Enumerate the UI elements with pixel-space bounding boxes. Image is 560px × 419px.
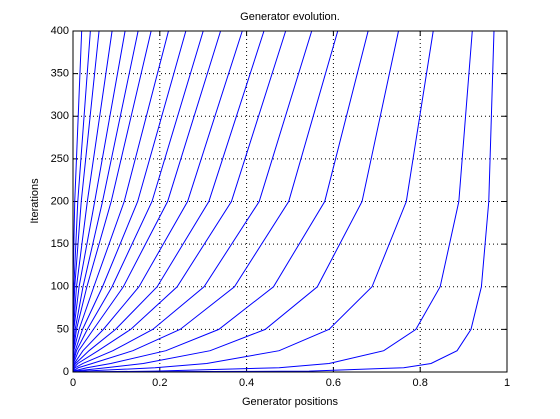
y-tick-label: 300 — [51, 110, 69, 122]
trajectory-line — [72, 30, 495, 373]
y-tick-label: 150 — [51, 238, 69, 250]
x-axis-label: Generator positions — [242, 396, 338, 408]
x-tick-label: 0.4 — [239, 377, 254, 389]
trajectory-line — [72, 30, 369, 372]
y-tick-label: 50 — [57, 323, 69, 335]
x-tick-label: 0.8 — [413, 377, 428, 389]
x-tick-label: 0 — [70, 377, 76, 389]
x-tick-label: 0.6 — [326, 377, 341, 389]
y-tick-label: 350 — [51, 68, 69, 80]
y-tick-label: 200 — [51, 195, 69, 207]
y-tick-label: 0 — [63, 366, 69, 378]
trajectory-line — [72, 30, 434, 373]
trajectory-line — [72, 30, 399, 373]
x-tick-label: 1 — [504, 377, 510, 389]
x-tick-label: 0.2 — [152, 377, 167, 389]
trajectory-line — [72, 30, 473, 373]
y-tick-label: 400 — [51, 25, 69, 37]
chart-title: Generator evolution. — [240, 11, 340, 23]
trajectory-line — [72, 30, 339, 372]
y-axis-label: Iterations — [29, 178, 41, 224]
y-tick-label: 250 — [51, 153, 69, 165]
plot-frame — [72, 30, 508, 373]
y-tick-label: 100 — [51, 281, 69, 293]
